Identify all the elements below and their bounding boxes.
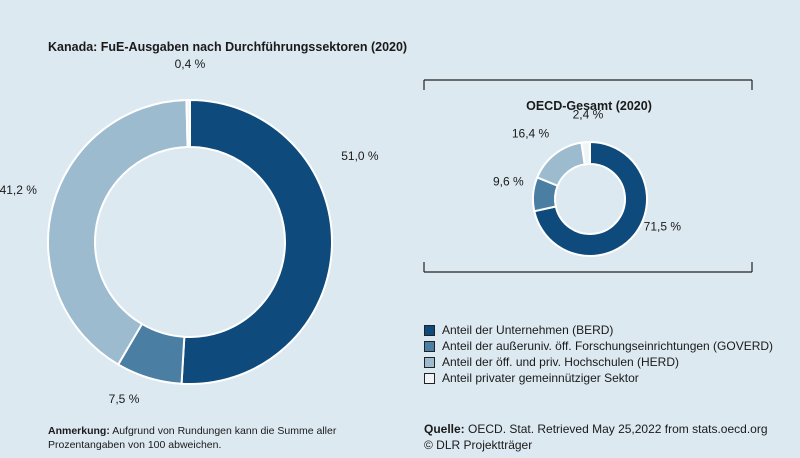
canada-label-goverd: 7,5 % <box>109 392 140 406</box>
oecd-label-berd: 71,5 % <box>644 219 682 233</box>
legend-label-berd: Anteil der Unternehmen (BERD) <box>442 323 614 337</box>
legend-label-goverd: Anteil der außeruniv. öff. Forschungsein… <box>442 339 774 353</box>
chart-title-oecd: OECD-Gesamt (2020) <box>526 99 652 113</box>
oecd-bracket <box>423 79 753 273</box>
legend-item-herd: Anteil der öff. und priv. Hochschulen (H… <box>424 354 773 370</box>
oecd-slice-private <box>580 140 591 166</box>
legend: Anteil der Unternehmen (BERD) Anteil der… <box>424 322 773 386</box>
copyright: © DLR Projektträger <box>424 438 533 452</box>
canada-label-private: 0,4 % <box>175 57 206 71</box>
note-label: Anmerkung: <box>48 425 110 437</box>
oecd-label-goverd: 9,6 % <box>493 174 524 188</box>
legend-label-herd: Anteil der öff. und priv. Hochschulen (H… <box>442 355 679 369</box>
oecd-slice-berd <box>533 140 648 257</box>
legend-swatch-herd <box>424 356 435 368</box>
oecd-label-herd: 16,4 % <box>512 126 550 140</box>
canada-slice-private <box>185 98 191 149</box>
legend-item-berd: Anteil der Unternehmen (BERD) <box>424 322 773 338</box>
oecd-donut-chart: 71,5 % 9,6 % 16,4 % 2,4 % <box>493 107 682 257</box>
legend-swatch-goverd <box>424 340 435 352</box>
canada-label-berd: 51,0 % <box>341 149 379 163</box>
source-label: Quelle: <box>424 422 465 436</box>
legend-item-private: Anteil privater gemeinnütziger Sektor <box>424 370 773 386</box>
note: Anmerkung: Aufgrund von Rundungen kann d… <box>48 424 378 452</box>
oecd-slice-herd <box>535 141 586 188</box>
canada-slice-herd <box>47 99 189 366</box>
legend-swatch-berd <box>424 324 435 336</box>
canada-slice-berd <box>180 98 333 385</box>
legend-item-goverd: Anteil der außeruniv. öff. Forschungsein… <box>424 338 773 354</box>
source: Quelle: OECD. Stat. Retrieved May 25,202… <box>424 421 768 453</box>
note-text: Aufgrund von Rundungen kann die Summe al… <box>48 425 337 451</box>
canada-donut-chart: 51,0 % 7,5 % 41,2 % 0,4 % <box>0 57 379 406</box>
legend-label-private: Anteil privater gemeinnütziger Sektor <box>442 371 639 385</box>
oecd-label-private: 2,4 % <box>573 107 604 121</box>
legend-swatch-private <box>424 372 435 384</box>
source-text: OECD. Stat. Retrieved May 25,2022 from s… <box>468 422 768 436</box>
source-line: Quelle: OECD. Stat. Retrieved May 25,202… <box>424 421 768 437</box>
chart-title-canada: Kanada: FuE-Ausgaben nach Durchführungss… <box>48 40 408 54</box>
canada-label-herd: 41,2 % <box>0 183 37 197</box>
